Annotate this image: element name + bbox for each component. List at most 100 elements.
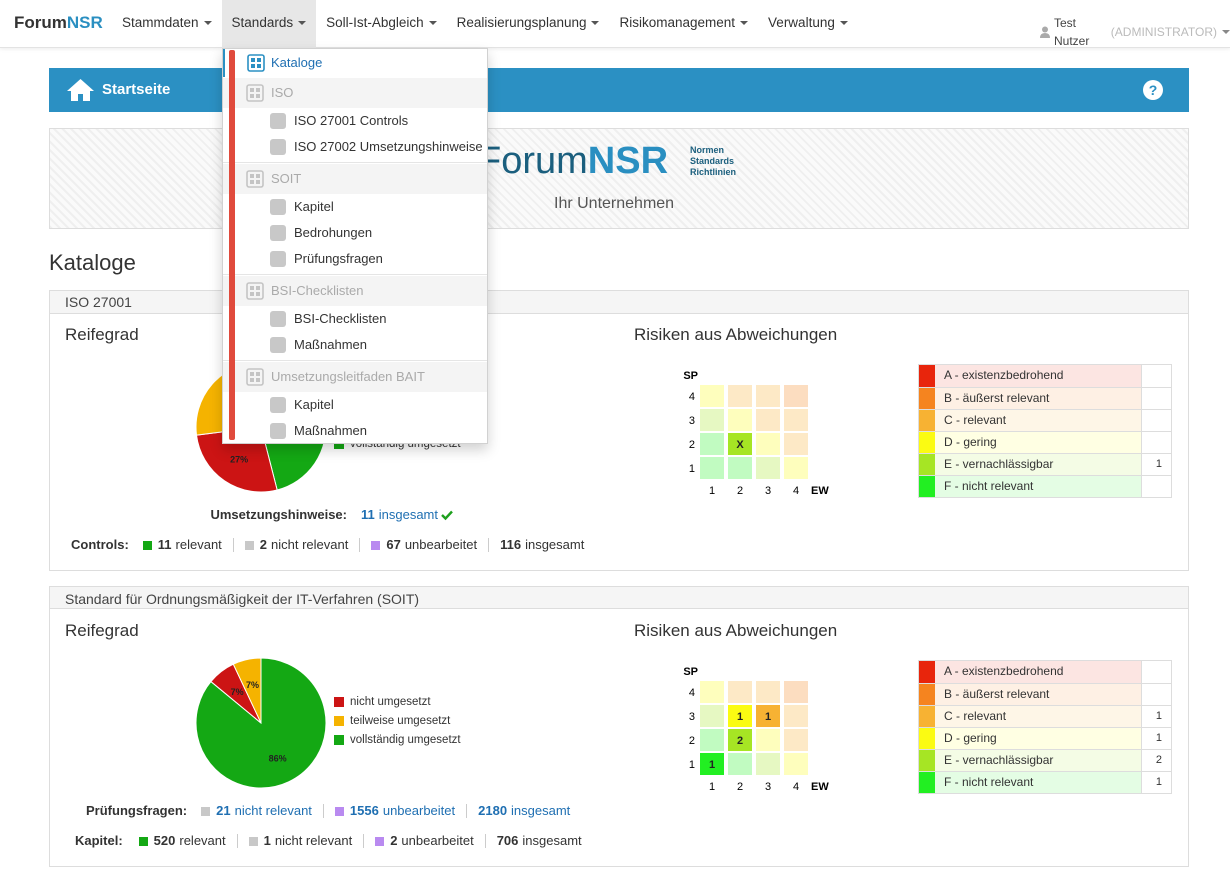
stat-item[interactable]: 21nicht relevant [201,802,312,820]
dropdown-item[interactable]: Maßnahmen [294,422,367,440]
stat-text: unbearbeitet [405,536,477,554]
legend-label: teilweise umgesetzt [350,712,450,730]
stat-count: 67 [386,536,400,554]
stat-item: 520relevant [139,832,226,850]
risk-swatch [919,728,935,749]
risk-row: A - existenzbedrohend [919,365,1171,387]
stat-count: 116 [500,536,521,554]
company-name: Ihr Unternehmen [554,195,674,213]
help-circle[interactable]: ? [1143,80,1163,100]
caret [429,21,437,25]
stat-item[interactable]: 1556unbearbeitet [335,802,455,820]
stat-item: 1nicht relevant [249,832,353,850]
user-name: Test Nutzer [1054,14,1107,50]
matrix-cell [756,385,780,407]
risk-matrix: XSP12341234EW [670,360,840,500]
risk-count [1141,432,1171,453]
risks-title: Risiken aus Abweichungen [634,620,837,642]
user-menu[interactable]: Test Nutzer(ADMINISTRATOR) [1040,14,1230,50]
icon-cell [256,174,260,178]
stat-text: unbearbeitet [383,802,455,820]
logo-tagline: Richtlinien [690,167,736,178]
menu-item[interactable]: Standards [222,0,317,48]
icon-cell [256,88,260,92]
stat-count: 520 [154,832,176,850]
risk-row: F - nicht relevant [919,475,1171,497]
stat-item: 11relevant [143,536,222,554]
dropdown-item[interactable]: Maßnahmen [294,336,367,354]
dropdown-catalogs[interactable]: Kataloge [271,54,322,72]
dropdown-item[interactable]: Kapitel [294,198,334,216]
brand[interactable]: ForumNSR [14,12,103,34]
dropdown-item[interactable]: ISO 27002 Umsetzungshinweise [294,138,483,156]
stat-swatch [335,807,344,816]
caret [1222,30,1230,34]
risk-table: A - existenzbedrohendB - äußerst relevan… [918,364,1172,498]
dropdown-item[interactable]: Kapitel [294,396,334,414]
hint-link[interactable]: 11insgesamt [361,506,453,524]
matrix-cell-text: 2 [737,735,743,747]
menu-item[interactable]: Realisierungsplanung [447,0,610,48]
user-role: (ADMINISTRATOR) [1111,23,1217,41]
stat-text: insgesamt [525,536,584,554]
matrix-x-label: EW [811,485,829,497]
separator [233,538,234,552]
icon-cell [250,94,254,98]
stat-count: 1556 [350,802,379,820]
menu-item[interactable]: Risikomanagement [609,0,758,48]
menu-item[interactable]: Soll-Ist-Abgleich [316,0,447,48]
item-icon-shape [270,225,286,241]
group-icon [246,282,264,300]
menu-item[interactable]: Stammdaten [112,0,222,48]
matrix-cell [700,681,724,703]
matrix-y-tick: 2 [689,439,695,451]
risk-count [1141,476,1171,497]
risk-label: D - gering [935,432,1141,453]
stat-item[interactable]: 2180insgesamt [478,802,570,820]
risk-row: D - gering1 [919,727,1171,749]
item-icon-shape [270,423,286,439]
risk-count [1141,661,1171,683]
menu-item[interactable]: Verwaltung [758,0,858,48]
dropdown-item[interactable]: ISO 27001 Controls [294,112,408,130]
breadcrumb-title[interactable]: Startseite [102,81,170,99]
icon-cell [251,58,255,62]
check-mark [442,512,452,519]
matrix-cell [784,705,808,727]
stat-text: relevant [176,536,222,554]
risk-label: D - gering [935,728,1141,749]
stat-text: nicht relevant [275,832,352,850]
divider [223,274,487,275]
risk-row: D - gering [919,431,1171,453]
logo-forum: Forum [478,140,588,182]
stat-count: 2 [390,832,397,850]
risk-count [1141,410,1171,431]
matrix-x-tick: 2 [737,781,743,793]
dropdown-item[interactable]: Prüfungsfragen [294,250,383,268]
dropdown-item[interactable]: Bedrohungen [294,224,372,242]
stat-text: unbearbeitet [401,832,473,850]
pie-label: 7% [246,680,259,690]
icon-frame [247,283,263,299]
icon-cell [250,174,254,178]
risk-label: E - vernachlässigbar [935,454,1141,475]
caret [591,21,599,25]
group-icon [246,170,264,188]
dropdown-menu: KatalogeISOISO 27001 ControlsISO 27002 U… [222,48,488,444]
item-icon-shape [270,311,286,327]
icon-cell [256,372,260,376]
matrix-cell [728,681,752,703]
risk-label: F - nicht relevant [935,476,1141,497]
risk-count [1141,684,1171,705]
stat-text: insgesamt [522,832,581,850]
stat-text: insgesamt [511,802,570,820]
matrix-cell [700,385,724,407]
user-icon-body [1040,33,1050,38]
separator [485,834,486,848]
dropdown-item[interactable]: BSI-Checklisten [294,310,386,328]
menu-label: Stammdaten [122,15,199,30]
stat-label: Controls: [71,536,129,554]
divider [223,162,487,163]
matrix-cell [784,457,808,479]
item-icon [269,224,287,242]
